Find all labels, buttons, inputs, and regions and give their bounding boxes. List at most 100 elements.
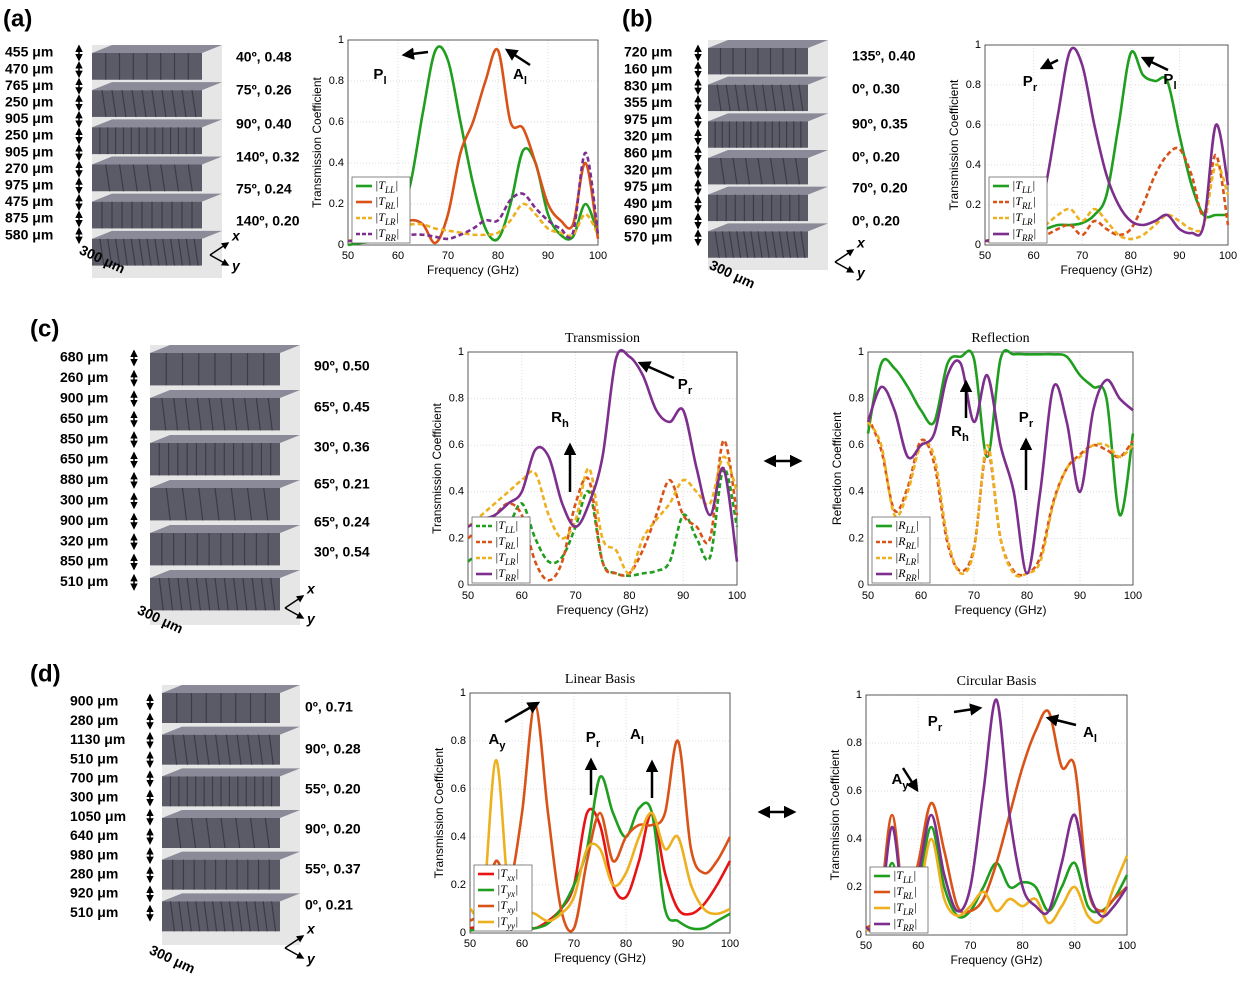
rotation-label: 55º, 0.20 — [305, 781, 361, 797]
x-tick-label: 50 — [462, 590, 474, 602]
axis-name: x — [306, 581, 316, 597]
x-tick-label: 50 — [862, 590, 874, 602]
block-top — [708, 150, 828, 158]
y-axis-label: Transmission Coefficient — [430, 402, 444, 533]
rotation-label: 90º, 0.40 — [236, 116, 292, 132]
layer-thickness: 850 μm — [60, 553, 108, 569]
x-axis-label: Frequency (GHz) — [554, 951, 646, 965]
x-tick-label: 70 — [968, 590, 980, 602]
y-axis-label: Reflection Coefficient — [830, 411, 844, 525]
y-tick-label: 0.8 — [849, 393, 864, 405]
rotation-label: 0º, 0.30 — [852, 81, 900, 97]
layer-thickness: 510 μm — [60, 573, 108, 589]
rotation-label: 55º, 0.37 — [305, 861, 361, 877]
axis-arrow — [835, 262, 853, 272]
block-top — [162, 810, 300, 818]
block — [150, 533, 280, 565]
layer-thickness: 580 μm — [5, 226, 53, 242]
axis-arrow — [285, 948, 303, 958]
block-top — [162, 685, 300, 693]
layer-thickness: 900 μm — [70, 693, 118, 709]
block-top — [150, 525, 300, 533]
x-tick-label: 90 — [677, 590, 689, 602]
axis-name: y — [856, 265, 866, 281]
x-tick-label: 100 — [589, 250, 607, 262]
y-tick-label: 0.6 — [451, 783, 466, 795]
layer-thickness: 720 μm — [624, 44, 672, 60]
panel-label: (b) — [622, 5, 653, 32]
y-tick-label: 0.6 — [847, 785, 862, 797]
block — [708, 195, 808, 221]
block-top — [708, 40, 828, 48]
block-top — [708, 187, 828, 195]
axis-name: y — [231, 258, 241, 274]
x-tick-label: 100 — [1219, 250, 1237, 262]
layer-thickness: 510 μm — [70, 750, 118, 766]
layer-thickness: 490 μm — [624, 195, 672, 211]
layer-thickness: 905 μm — [5, 110, 53, 126]
block-top — [92, 119, 222, 127]
y-tick-label: 0.2 — [966, 199, 981, 211]
y-tick-label: 0.4 — [847, 833, 862, 845]
layer-thickness: 270 μm — [5, 160, 53, 176]
y-tick-label: 0.2 — [449, 532, 464, 544]
layer-thickness: 905 μm — [5, 143, 53, 159]
x-tick-label: 100 — [1124, 590, 1142, 602]
y-tick-label: 0.4 — [966, 159, 981, 171]
layer-thickness: 765 μm — [5, 77, 53, 93]
layer-thickness: 320 μm — [624, 128, 672, 144]
layer-thickness: 900 μm — [60, 390, 108, 406]
axis-name: y — [306, 611, 316, 627]
rotation-label: 70º, 0.20 — [852, 180, 908, 196]
chart-title: Linear Basis — [565, 672, 635, 687]
rotation-label: 90º, 0.28 — [305, 741, 361, 757]
x-tick-label: 100 — [728, 590, 746, 602]
rotation-label: 65º, 0.24 — [314, 514, 370, 530]
rotation-label: 90º, 0.20 — [305, 821, 361, 837]
panel-label: (a) — [3, 5, 32, 32]
block-top — [92, 157, 222, 165]
y-tick-label: 0 — [975, 239, 981, 251]
block — [92, 202, 202, 229]
y-axis-label: Transmission Coefficient — [828, 749, 842, 880]
x-tick-label: 100 — [721, 938, 739, 950]
axis-arrow — [835, 250, 853, 262]
layer-thickness: 250 μm — [5, 94, 53, 110]
layer-thickness: 260 μm — [60, 369, 108, 385]
x-tick-label: 80 — [623, 590, 635, 602]
x-tick-label: 60 — [392, 250, 404, 262]
layer-thickness: 650 μm — [60, 451, 108, 467]
layer-thickness: 650 μm — [60, 410, 108, 426]
x-tick-label: 90 — [1173, 250, 1185, 262]
block-top — [150, 435, 300, 443]
y-tick-label: 0.4 — [451, 831, 466, 843]
panel-label: (c) — [30, 315, 59, 342]
layer-thickness: 975 μm — [624, 178, 672, 194]
block-top — [708, 223, 828, 231]
y-tick-label: 0.2 — [451, 879, 466, 891]
y-tick-label: 1 — [338, 34, 344, 46]
rotation-label: 30º, 0.36 — [314, 439, 370, 455]
layer-thickness: 160 μm — [624, 61, 672, 77]
rotation-label: 90º, 0.50 — [314, 358, 370, 374]
y-tick-label: 0.8 — [329, 75, 344, 87]
panel-label: (d) — [30, 660, 61, 687]
layer-thickness: 300 μm — [70, 789, 118, 805]
x-axis-label: Frequency (GHz) — [954, 603, 1046, 617]
x-tick-label: 50 — [860, 940, 872, 952]
layer-thickness: 570 μm — [624, 229, 672, 245]
chart-title: Reflection — [971, 331, 1029, 346]
layer-thickness: 975 μm — [5, 177, 53, 193]
rotation-label: 75º, 0.24 — [236, 181, 292, 197]
layer-thickness: 1130 μm — [70, 731, 125, 747]
block-top — [150, 390, 300, 398]
layer-thickness: 320 μm — [60, 532, 108, 548]
rotation-label: 0º, 0.21 — [305, 897, 353, 913]
layer-thickness: 280 μm — [70, 866, 118, 882]
x-tick-label: 80 — [620, 938, 632, 950]
layer-thickness: 455 μm — [5, 44, 53, 60]
layer-thickness: 860 μm — [624, 145, 672, 161]
x-tick-label: 60 — [912, 940, 924, 952]
x-axis-label: Frequency (GHz) — [1060, 263, 1152, 277]
y-tick-label: 1 — [458, 346, 464, 358]
